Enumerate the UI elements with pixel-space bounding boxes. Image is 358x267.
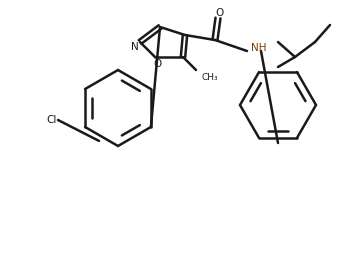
Text: CH₃: CH₃ (201, 73, 218, 81)
Text: O: O (216, 8, 224, 18)
Text: N: N (131, 42, 139, 52)
Text: Cl: Cl (47, 115, 57, 125)
Text: NH: NH (251, 43, 266, 53)
Text: O: O (154, 59, 162, 69)
